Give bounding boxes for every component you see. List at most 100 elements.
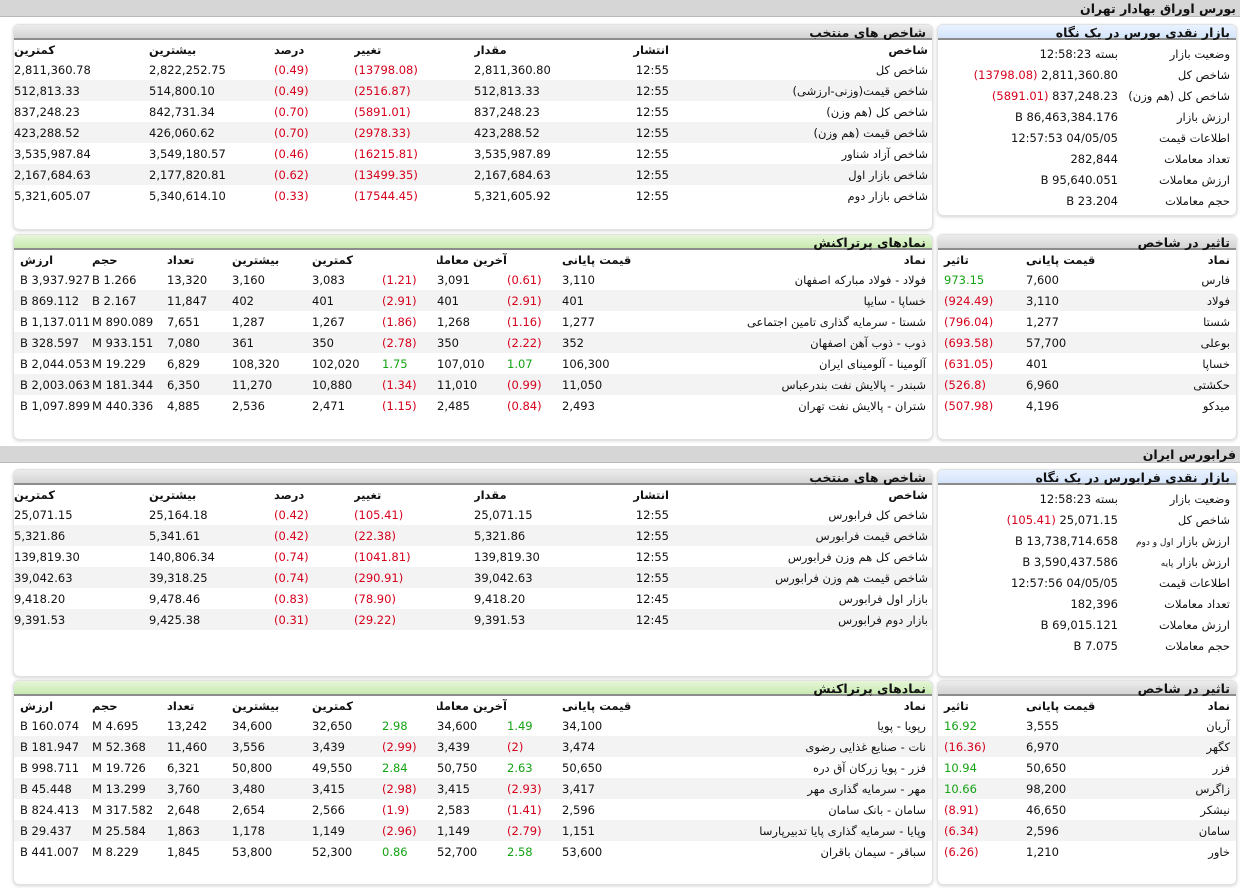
active-symbol-row[interactable]: خساپا - سایپا 401 (2.91) 401 (2.91) 401 402 11,… [14,290,932,311]
impact-symbol[interactable]: زاگرس [1146,778,1236,799]
impact-row[interactable]: آریان 3,555 16.92 [938,715,1236,736]
indices-col-header: درصد [274,42,305,57]
active-symbol-name[interactable]: رپویا - پویا [877,718,926,733]
index-row[interactable]: شاخص کل 12:55 2,811,360.80 (13798.08) (0.49)… [14,59,932,80]
impact-symbol[interactable]: حکشتی [1146,374,1236,395]
index-row[interactable]: شاخص کل فرابورس 12:55 25,071.15 (105.41) (0.… [14,504,932,525]
impact-symbol[interactable]: سامان [1146,820,1236,841]
impact-row[interactable]: شستا 1,277 (796.04) [938,311,1236,332]
impact-symbol[interactable]: شستا [1203,314,1230,329]
index-row[interactable]: شاخص قیمت فرابورس 12:55 5,321.86 (22.38) (0.… [14,525,932,546]
impact-symbol[interactable]: فزر [1212,760,1230,775]
impact-row[interactable]: فارس 7,600 973.15 [938,269,1236,290]
impact-symbol[interactable]: میدکو [1202,398,1230,413]
index-row[interactable]: شاخص کل هم وزن فرابورس 12:55 139,819.30 (10… [14,546,932,567]
impact-row[interactable]: خساپا 401 (631.05) [938,353,1236,374]
fara-indices-table: شاخص انتشار مقدار تغییر درصد بیشترین کمترین شا… [14,485,932,630]
active-symbol-row[interactable]: نات - صنایع غذایی رضوی 3,474 (2) 3,439 (2.99… [14,736,932,757]
impact-symbol[interactable]: خساپا [1202,356,1230,371]
impact-symbol[interactable]: بوعلی [1146,332,1236,353]
tehran-market-title: بورس اوراق بهادار تهران [1080,1,1236,16]
index-row[interactable]: شاخص آزاد شناور 12:55 3,535,987.89 (16215.8… [14,143,932,164]
active-value: 11,050 [562,374,662,395]
impact-symbol[interactable]: کگهر [1146,736,1236,757]
active-symbol-row[interactable]: فولاد - فولاد مبارکه اصفهان 3,110 (0.61) 3,… [14,269,932,290]
impact-row[interactable]: نیشکر 46,650 (8.91) [938,799,1236,820]
impact-symbol[interactable]: فولاد [1146,290,1236,311]
impact-symbol[interactable]: آریان [1206,718,1230,733]
impact-row[interactable]: فزر 50,650 10.94 [938,757,1236,778]
index-name[interactable]: شاخص بازار دوم [847,188,928,203]
index-value: 2,167,684.63 [14,164,149,185]
active-symbol-name[interactable]: مهر - سرمایه گذاری مهر [662,778,932,799]
index-name[interactable]: شاخص کل [875,62,928,77]
index-name[interactable]: بازار اول فرابورس [838,591,928,606]
active-value: 2.58 [507,844,533,859]
index-name[interactable]: بازار دوم فرابورس [669,609,932,630]
impact-header-row: نماد قیمت پایانی تاثیر [938,696,1236,715]
fara-summary-row: ارزش بازار اول و دوم 13,738,714.658 B [938,530,1236,551]
active-value: 108,320 [232,356,280,371]
index-row[interactable]: شاخص کل (هم وزن) 12:55 837,248.23 (5891.01)… [14,101,932,122]
active-symbol-row[interactable]: شستا - سرمایه گذاری تامین اجتماعی 1,277 (1… [14,311,932,332]
impact-symbol[interactable]: فارس [1201,272,1230,287]
indices-col-header: تغییر [354,487,382,502]
active-header-row: نماد قیمت پایانی آخرین معامله کمترین بیشترین… [14,696,932,715]
active-symbol-row[interactable]: مهر - سرمایه گذاری مهر 3,417 (2.93) 3,415 (2… [14,778,932,799]
active-symbol-name[interactable]: وپایا - سرمایه گذاری پایا تدبیرپارسا [662,820,932,841]
active-symbol-row[interactable]: شتران - پالایش نفت تهران 2,493 (0.84) 2,485… [14,395,932,416]
index-name[interactable]: شاخص آزاد شناور [841,146,928,161]
active-symbol-name[interactable]: سباقر - سیمان باقران [820,844,926,859]
impact-symbol[interactable]: خاور [1208,844,1230,859]
active-value: 32,650 [312,718,353,733]
index-row[interactable]: شاخص قیمت (هم وزن) 12:55 423,288.52 (2978.3… [14,122,932,143]
index-name[interactable]: شاخص قیمت فرابورس [669,525,932,546]
impact-row[interactable]: سامان 2,596 (6.34) [938,820,1236,841]
active-symbol-row[interactable]: سامان - بانک سامان 2,596 (1.41) 2,583 (1.9) 2… [14,799,932,820]
impact-row[interactable]: زاگرس 98,200 10.66 [938,778,1236,799]
impact-row[interactable]: بوعلی 57,700 (693.58) [938,332,1236,353]
active-symbol-name[interactable]: شبندر - پالایش نفت بندرعباس [662,374,932,395]
impact-row[interactable]: میدکو 4,196 (507.98) [938,395,1236,416]
index-row[interactable]: شاخص قیمت هم وزن فرابورس 12:55 39,042.63 (2… [14,567,932,588]
active-symbol-name[interactable]: شتران - پالایش نفت تهران [798,398,926,413]
active-symbol-name[interactable]: ذوب - ذوب آهن اصفهان [662,332,932,353]
index-value: 25,164.18 [149,507,208,522]
active-symbol-row[interactable]: وپایا - سرمایه گذاری پایا تدبیرپارسا 1,15… [14,820,932,841]
active-symbol-name[interactable]: آلومینا - آلومینای ایران [819,356,926,371]
index-name[interactable]: شاخص قیمت هم وزن فرابورس [669,567,932,588]
active-symbol-name[interactable]: فولاد - فولاد مبارکه اصفهان [794,272,926,287]
impact-row[interactable]: فولاد 3,110 (924.49) [938,290,1236,311]
active-symbol-name[interactable]: سامان - بانک سامان [828,802,926,817]
impact-row[interactable]: حکشتی 6,960 (526.8) [938,374,1236,395]
impact-value: 973.15 [944,272,985,287]
indices-col-header: تغییر [354,42,382,57]
summary-label: وضعیت بازار [1169,46,1230,61]
index-name[interactable]: شاخص قیمت(وزنی-ارزشی) [669,80,932,101]
active-symbol-row[interactable]: شبندر - پالایش نفت بندرعباس 11,050 (0.99) 1… [14,374,932,395]
indices-header-row: شاخص انتشار مقدار تغییر درصد بیشترین کمترین [14,40,932,59]
active-symbol-row[interactable]: سباقر - سیمان باقران 53,600 2.58 52,700 0.86… [14,841,932,862]
impact-row[interactable]: کگهر 6,970 (16.36) [938,736,1236,757]
index-name[interactable]: شاخص بازار اول [669,164,932,185]
index-name[interactable]: شاخص قیمت (هم وزن) [669,122,932,143]
index-name[interactable]: شاخص کل فرابورس [828,507,928,522]
active-symbol-name[interactable]: شستا - سرمایه گذاری تامین اجتماعی [746,314,926,329]
active-symbol-row[interactable]: آلومینا - آلومینای ایران 106,300 1.07 107,0… [14,353,932,374]
index-row[interactable]: بازار دوم فرابورس 12:45 9,391.53 (29.22) (0.… [14,609,932,630]
index-row[interactable]: بازار اول فرابورس 12:45 9,418.20 (78.90) (0.… [14,588,932,609]
active-symbol-name[interactable]: نات - صنایع غذایی رضوی [662,736,932,757]
active-symbol-row[interactable]: رپویا - پویا 34,100 1.49 34,600 2.98 32,650 34… [14,715,932,736]
index-name[interactable]: شاخص کل (هم وزن) [826,104,928,119]
index-row[interactable]: شاخص بازار اول 12:55 2,167,684.63 (13499.35… [14,164,932,185]
impact-value: 6,970 [1026,736,1146,757]
index-name[interactable]: شاخص کل هم وزن فرابورس [787,549,928,564]
impact-symbol[interactable]: نیشکر [1200,802,1230,817]
impact-row[interactable]: خاور 1,210 (6.26) [938,841,1236,862]
index-row[interactable]: شاخص بازار دوم 12:55 5,321,605.92 (17544.45… [14,185,932,206]
active-symbol-name[interactable]: خساپا - سایپا [662,290,932,311]
index-row[interactable]: شاخص قیمت(وزنی-ارزشی) 12:55 512,813.33 (251… [14,80,932,101]
active-symbol-row[interactable]: ذوب - ذوب آهن اصفهان 352 (2.22) 350 (2.78) 35… [14,332,932,353]
active-symbol-row[interactable]: فزر - پویا زرکان آق دره 50,650 2.63 50,750 2… [14,757,932,778]
active-symbol-name[interactable]: فزر - پویا زرکان آق دره [812,760,926,775]
